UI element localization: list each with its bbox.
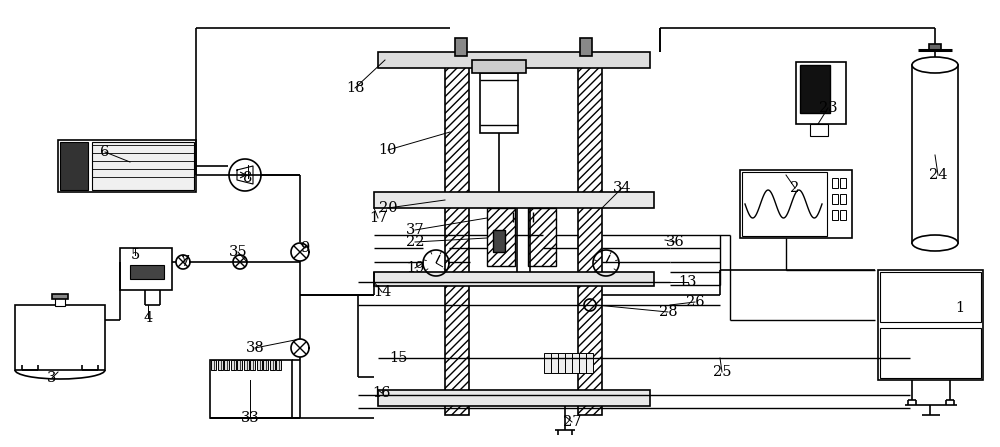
Bar: [929, 44, 941, 51]
Bar: [211, 360, 216, 370]
Bar: [15, 305, 105, 370]
Bar: [800, 65, 830, 113]
Ellipse shape: [912, 235, 958, 251]
Text: 18: 18: [346, 81, 364, 95]
Text: 17: 17: [369, 211, 387, 225]
Bar: [558, 353, 565, 373]
Polygon shape: [237, 166, 253, 184]
Bar: [586, 353, 593, 373]
Text: 28: 28: [659, 305, 677, 319]
Bar: [374, 272, 654, 286]
Bar: [878, 270, 983, 380]
Bar: [130, 265, 164, 279]
Bar: [880, 328, 981, 378]
Bar: [572, 353, 579, 373]
Bar: [224, 360, 229, 370]
Bar: [840, 194, 846, 204]
Text: 6: 6: [100, 145, 110, 159]
Bar: [578, 55, 602, 415]
Text: 27: 27: [563, 415, 581, 429]
Text: 38: 38: [246, 341, 264, 355]
Bar: [378, 390, 650, 406]
Bar: [528, 208, 556, 266]
Bar: [740, 170, 852, 238]
Bar: [579, 353, 586, 373]
Bar: [120, 248, 172, 290]
Bar: [455, 38, 467, 56]
Text: 15: 15: [389, 351, 407, 365]
Text: 16: 16: [373, 386, 391, 400]
Bar: [796, 62, 846, 124]
Text: 37: 37: [406, 223, 424, 237]
Bar: [52, 294, 68, 299]
Bar: [256, 360, 262, 370]
Bar: [742, 172, 827, 236]
Text: 34: 34: [613, 181, 631, 195]
Bar: [244, 360, 248, 370]
Text: 14: 14: [373, 285, 391, 299]
Bar: [270, 360, 274, 370]
Text: 25: 25: [713, 365, 731, 379]
Text: 1: 1: [955, 301, 965, 315]
Bar: [565, 353, 572, 373]
Bar: [472, 60, 526, 73]
Bar: [544, 353, 551, 373]
Text: 19: 19: [406, 261, 424, 275]
Bar: [480, 73, 518, 133]
Ellipse shape: [912, 57, 958, 73]
Text: 10: 10: [379, 143, 397, 157]
Bar: [832, 178, 838, 188]
Text: 22: 22: [406, 235, 424, 249]
Text: 5: 5: [130, 248, 140, 262]
Bar: [832, 210, 838, 220]
Text: 2: 2: [790, 181, 800, 195]
Bar: [218, 360, 222, 370]
Text: 3: 3: [47, 371, 57, 385]
Bar: [263, 360, 268, 370]
Text: 33: 33: [241, 411, 259, 425]
Text: 24: 24: [929, 168, 947, 182]
Bar: [445, 55, 469, 415]
Bar: [374, 192, 654, 208]
Text: 8: 8: [243, 171, 253, 185]
Text: 7: 7: [180, 255, 190, 269]
Bar: [92, 142, 194, 190]
Bar: [880, 272, 981, 322]
Bar: [551, 353, 558, 373]
Bar: [840, 178, 846, 188]
Bar: [378, 52, 650, 68]
Bar: [810, 124, 828, 136]
Text: 13: 13: [679, 275, 697, 289]
Text: 26: 26: [686, 295, 704, 309]
Text: 35: 35: [229, 245, 247, 259]
Bar: [276, 360, 281, 370]
Text: 23: 23: [819, 101, 837, 115]
Bar: [912, 65, 958, 243]
Bar: [210, 360, 292, 418]
Bar: [580, 38, 592, 56]
Text: 36: 36: [666, 235, 684, 249]
Bar: [237, 360, 242, 370]
Bar: [60, 142, 88, 190]
Bar: [230, 360, 236, 370]
Text: 9: 9: [300, 241, 310, 255]
Bar: [493, 230, 505, 252]
Bar: [840, 210, 846, 220]
Bar: [58, 140, 196, 192]
Bar: [250, 360, 255, 370]
Bar: [487, 208, 515, 266]
Text: 4: 4: [143, 311, 153, 325]
Bar: [55, 298, 65, 306]
Bar: [832, 194, 838, 204]
Text: 20: 20: [379, 201, 397, 215]
